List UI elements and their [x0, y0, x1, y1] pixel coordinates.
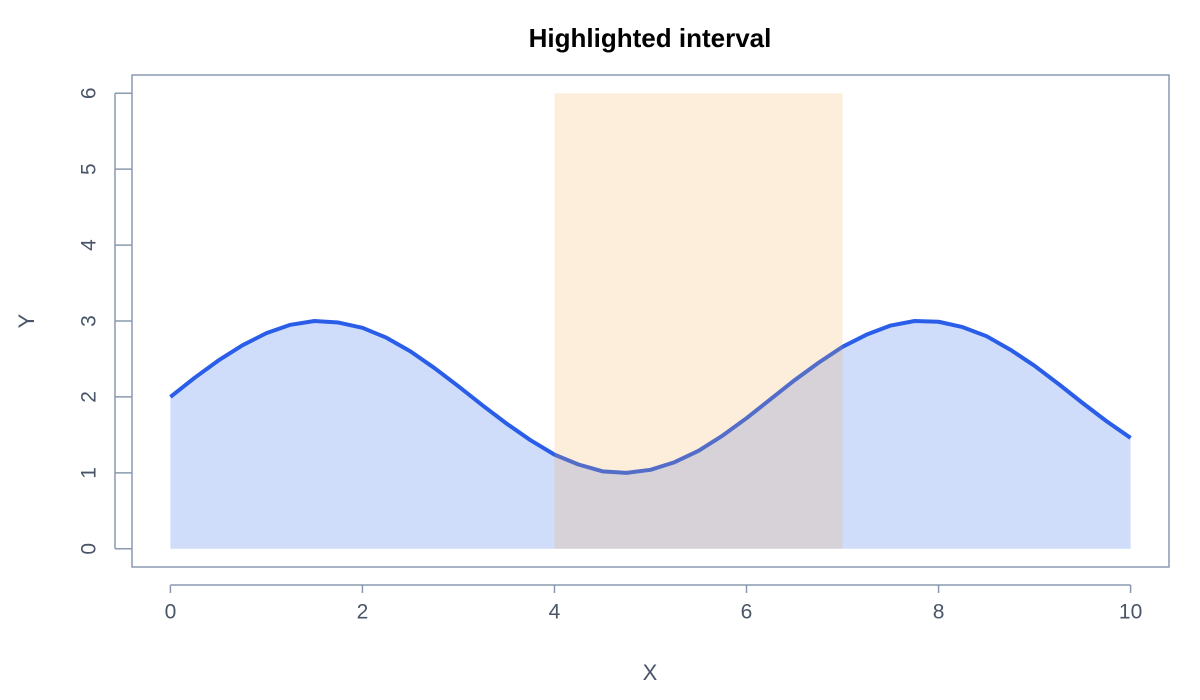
y-tick-label: 5 — [78, 163, 101, 175]
y-tick-label: 4 — [78, 239, 101, 251]
chart-title: Highlighted interval — [529, 23, 772, 53]
y-tick-label: 0 — [78, 543, 101, 555]
x-tick-label: 0 — [165, 601, 177, 624]
line — [169, 319, 1132, 475]
x-tick-label: 8 — [933, 601, 945, 624]
y-tick-label: 6 — [78, 87, 101, 99]
x-tick-label: 4 — [549, 601, 561, 624]
y-axis-label: Y — [14, 313, 39, 328]
x-tick-label: 10 — [1119, 601, 1142, 624]
x-tick-label: 6 — [741, 601, 753, 624]
y-tick-label: 1 — [78, 467, 101, 479]
y-tick-label: 3 — [78, 315, 101, 327]
x-axis-label: X — [643, 660, 658, 685]
highlight-interval — [554, 93, 843, 549]
area-fill — [170, 321, 1131, 549]
y-tick-label: 2 — [78, 391, 101, 403]
x-tick-label: 2 — [357, 601, 369, 624]
